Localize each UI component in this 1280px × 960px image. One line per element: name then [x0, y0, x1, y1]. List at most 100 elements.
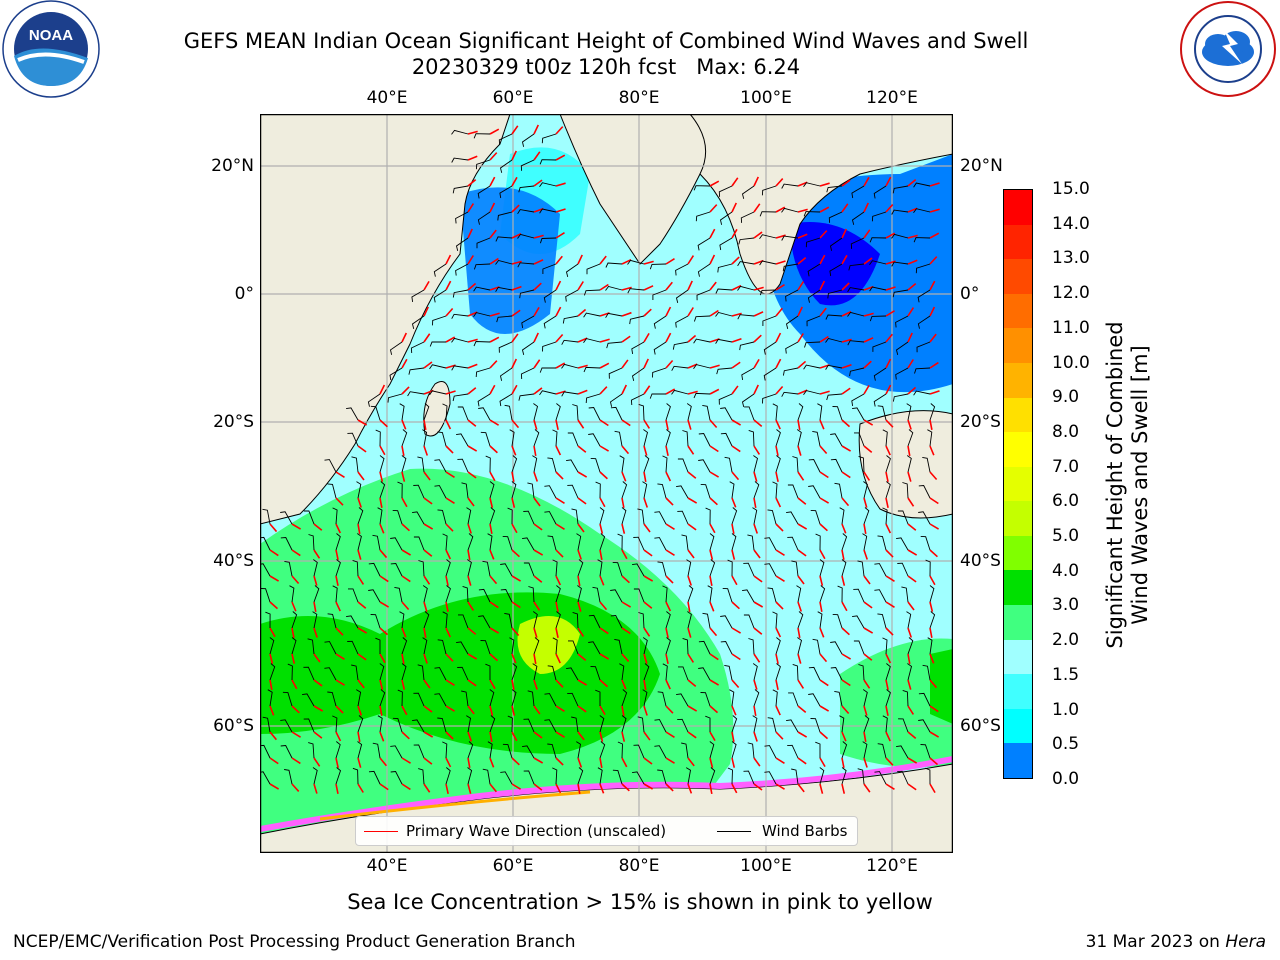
wind-barb	[829, 263, 843, 277]
wave-direction-arrow	[775, 206, 786, 213]
wave-direction-arrow	[863, 445, 873, 453]
wind-barb	[810, 509, 821, 525]
wave-direction-arrow	[731, 705, 737, 716]
wind-barb	[913, 208, 931, 214]
wind-barb	[654, 719, 667, 733]
wind-barb	[873, 393, 887, 407]
wave-direction-arrow	[731, 731, 735, 742]
land-australia	[858, 410, 953, 519]
wind-barb	[520, 159, 535, 171]
wind-barb	[665, 637, 671, 655]
wind-barb	[748, 638, 755, 655]
wind-barb	[478, 615, 491, 629]
wave-direction-arrow	[797, 783, 805, 793]
wind-barb	[303, 718, 315, 733]
wind-barb	[775, 637, 781, 655]
wind-barb	[815, 741, 821, 758]
wave-direction-arrow	[819, 549, 826, 560]
wave-direction-arrow	[929, 575, 936, 586]
wind-barb	[718, 393, 733, 405]
wind-barb	[473, 341, 491, 347]
wave-direction-arrow	[291, 757, 301, 765]
wave-direction-arrow	[467, 338, 478, 343]
wave-direction-arrow	[709, 757, 714, 768]
wave-direction-arrow	[621, 679, 627, 690]
wave-direction-arrow	[665, 306, 672, 317]
wind-barb	[377, 507, 383, 525]
wind-barb	[280, 745, 293, 759]
wind-barb	[495, 286, 513, 292]
wind-barb	[715, 338, 733, 344]
wind-barb	[392, 717, 403, 733]
wave-direction-arrow	[929, 705, 939, 713]
wave-direction-arrow	[775, 284, 785, 291]
wave-direction-arrow	[577, 389, 588, 395]
wave-direction-arrow	[489, 445, 498, 454]
wind-barb	[511, 663, 518, 681]
wave-direction-arrow	[863, 601, 873, 609]
wave-direction-arrow	[797, 419, 801, 430]
wave-direction-arrow	[841, 419, 851, 428]
wave-direction-arrow	[621, 258, 632, 265]
wave-direction-arrow	[709, 388, 720, 395]
wave-direction-arrow	[841, 179, 851, 187]
wave-direction-arrow	[555, 471, 564, 480]
wave-direction-arrow	[489, 679, 496, 690]
wave-direction-arrow	[841, 705, 850, 715]
wave-direction-arrow	[775, 471, 779, 482]
wind-barb	[473, 312, 491, 317]
wind-barb	[480, 431, 491, 447]
wave-direction-arrow	[533, 679, 538, 690]
wind-barb	[585, 393, 601, 404]
wave-direction-arrow	[291, 679, 298, 690]
wave-direction-arrow	[379, 627, 389, 636]
wind-barb	[826, 393, 843, 401]
wind-barb	[727, 767, 733, 785]
wind-barb	[807, 289, 821, 303]
wind-barb	[722, 587, 733, 603]
wind-barb	[885, 455, 891, 473]
wave-direction-arrow	[533, 471, 539, 482]
wind-barb	[869, 260, 887, 266]
wave-direction-arrow	[731, 523, 735, 534]
wind-barb	[499, 367, 513, 381]
wave-direction-arrow	[907, 757, 918, 764]
wind-barb	[407, 391, 425, 397]
colorbar-segment	[1004, 570, 1032, 606]
wind-barb	[652, 367, 667, 378]
wave-direction-arrow	[357, 601, 367, 609]
wave-direction-arrow	[775, 601, 784, 610]
colorbar-segment	[1004, 466, 1032, 502]
wave-direction-arrow	[929, 333, 937, 343]
wave-direction-arrow	[841, 387, 851, 395]
wind-barb	[657, 561, 667, 577]
wave-direction-arrow	[665, 549, 675, 556]
wind-barb	[637, 716, 645, 733]
wave-direction-arrow	[907, 627, 913, 638]
wave-direction-arrow	[357, 523, 361, 534]
wave-direction-arrow	[863, 523, 867, 534]
wind-barb	[473, 133, 491, 139]
wave-direction-arrow	[885, 232, 896, 239]
wave-direction-arrow	[445, 445, 454, 454]
wind-barb	[719, 237, 733, 251]
wind-barb	[417, 456, 425, 473]
wind-barb	[605, 262, 623, 268]
wave-direction-arrow	[907, 705, 915, 715]
wave-direction-arrow	[643, 679, 647, 690]
wave-direction-arrow	[841, 497, 850, 507]
wind-barb	[744, 406, 755, 421]
wind-barb	[547, 665, 557, 681]
wind-barb	[696, 289, 711, 301]
wind-barb	[434, 459, 447, 473]
wave-direction-arrow	[599, 523, 604, 534]
wind-barb	[451, 129, 469, 135]
wave-direction-arrow	[577, 254, 583, 265]
wave-direction-arrow	[885, 204, 894, 213]
wave-direction-arrow	[863, 360, 872, 369]
wind-barb	[467, 741, 474, 759]
wind-barb	[527, 482, 535, 499]
wind-barb	[335, 741, 341, 759]
wave-direction-arrow	[775, 307, 783, 317]
wave-direction-arrow	[379, 575, 389, 583]
